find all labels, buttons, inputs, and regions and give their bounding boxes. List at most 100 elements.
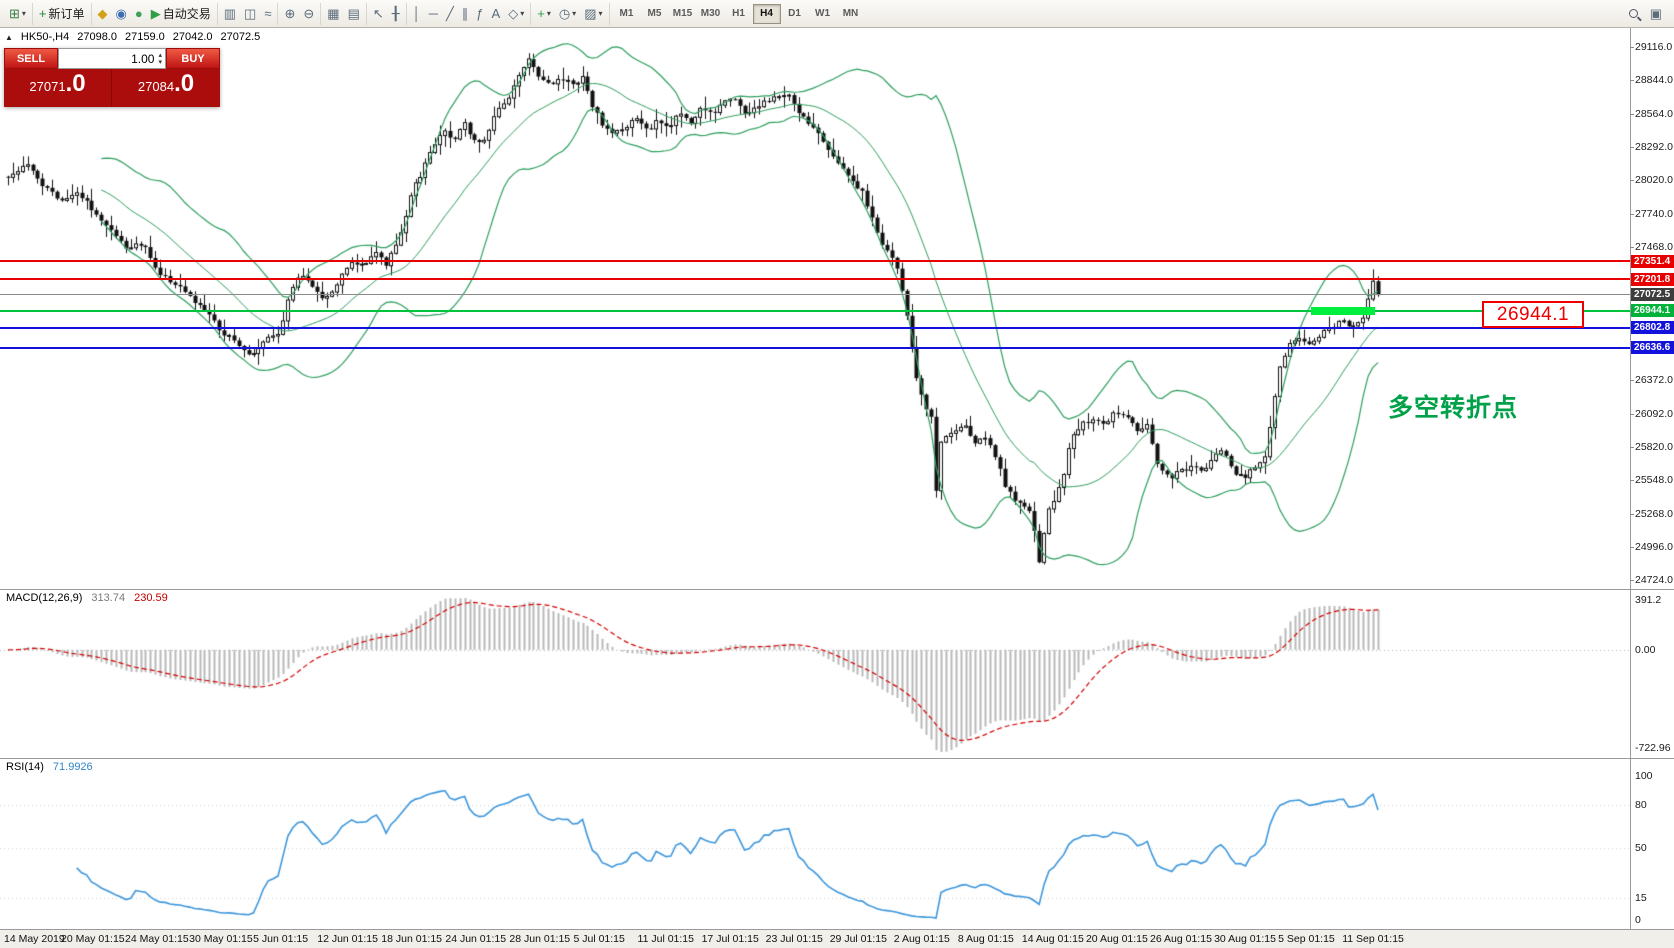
time-label: 12 Jun 01:15: [317, 933, 378, 945]
time-label: 18 Jun 01:15: [381, 933, 443, 945]
sell-price: 27071.0: [4, 69, 112, 107]
rsi-axis-0: 0: [1635, 914, 1641, 926]
profile-button[interactable]: ◉: [112, 3, 131, 25]
sell-button[interactable]: SELL: [4, 48, 58, 69]
new-chart-icon: ⊞: [9, 6, 20, 21]
macd-label: MACD(12,26,9) 313.74 230.59: [6, 592, 168, 604]
chevron-down-icon: ▾: [546, 9, 551, 18]
auto-arrange-button[interactable]: ▤: [344, 3, 364, 25]
one-click-trading-panel: SELL 1.00 ▴ ▾ BUY 27071.0 27084.0: [4, 48, 220, 107]
timeframe-m1-button[interactable]: M1: [613, 4, 641, 24]
line-chart-mode-button[interactable]: ≈: [260, 3, 275, 25]
new-order-icon: +: [38, 6, 47, 21]
trade-panel-toggle-icon[interactable]: ▲: [5, 32, 13, 42]
time-label: 11 Sep 01:15: [1342, 933, 1404, 945]
timeframe-h1-button[interactable]: H1: [725, 4, 753, 24]
fibonacci-tool-icon: ƒ: [476, 6, 484, 21]
time-label: 5 Jul 01:15: [573, 933, 625, 945]
price-axis-tick: 26372.0: [1635, 374, 1673, 386]
macd-pane-separator[interactable]: [0, 589, 1674, 590]
zoom-out-button[interactable]: ⊖: [299, 3, 318, 25]
sell-price-big: .0: [65, 70, 86, 97]
rsi-pane-separator[interactable]: [0, 758, 1674, 759]
autotrading-button[interactable]: ▶ 自动交易: [147, 3, 215, 25]
price-axis-tickmark: [1630, 246, 1634, 248]
trendline-tool-button[interactable]: ╱: [442, 3, 458, 25]
timeframe-mn-button[interactable]: MN: [837, 4, 865, 24]
search-button[interactable]: [1625, 3, 1642, 25]
macd-axis-zero: 0.00: [1635, 643, 1656, 656]
time-axis: 14 May 2019 20 May 01:15 24 May 01:15 30 Ma…: [0, 929, 1674, 948]
candlestick-mode-button[interactable]: ◫: [240, 3, 260, 25]
timeframe-h4-button[interactable]: H4: [752, 3, 781, 24]
price-axis-tick: 28844.0: [1635, 74, 1673, 86]
candlestick-mode-icon: ◫: [244, 6, 257, 21]
volume-spinner-icon[interactable]: ▴ ▾: [158, 51, 162, 66]
price-tag: 26944.1: [1631, 304, 1674, 318]
current-price-line[interactable]: [0, 294, 1630, 296]
cursor-button[interactable]: ↖: [369, 3, 388, 25]
timeframe-w1-button[interactable]: W1: [809, 4, 837, 24]
metaquotes-icon: ◆: [97, 6, 108, 21]
profile-icon: ◉: [115, 6, 127, 21]
templates-button[interactable]: ▨ ▾: [580, 3, 606, 25]
price-tag: 27201.8: [1631, 272, 1674, 286]
metaquotes-button[interactable]: ◆: [94, 3, 112, 25]
indicators-icon: +: [537, 6, 545, 21]
buy-price-big: .0: [174, 70, 195, 97]
price-level-line[interactable]: [0, 278, 1630, 281]
new-chart-button[interactable]: ⊞ ▾: [5, 3, 30, 25]
time-label: 5 Jun 01:15: [253, 933, 309, 945]
ohlc-info-strip: ▲ HK50-,H4 27098.0 27159.0 27042.0 27072…: [5, 31, 260, 43]
vertical-line-tool-button[interactable]: │: [409, 3, 425, 25]
buy-button[interactable]: BUY: [166, 48, 220, 69]
price-tag: 27072.5: [1631, 288, 1674, 302]
zoom-in-button[interactable]: ⊕: [280, 3, 299, 25]
timeframes-menu-button[interactable]: ◷ ▾: [555, 3, 580, 25]
layout-button[interactable]: ▣: [1646, 3, 1666, 25]
price-axis-tickmark: [1630, 546, 1634, 548]
horizontal-line-tool-button[interactable]: ─: [425, 3, 442, 25]
news-button[interactable]: ●: [131, 3, 147, 25]
channel-tool-button[interactable]: ∥: [458, 3, 473, 25]
timeframe-m30-button[interactable]: M30: [697, 4, 725, 24]
price-level-line[interactable]: [0, 326, 1630, 329]
price-level-line[interactable]: [0, 346, 1630, 349]
time-label: 8 Aug 01:15: [957, 933, 1014, 945]
time-label: 17 Jul 01:15: [701, 933, 759, 945]
price-axis-tickmark: [1630, 513, 1634, 515]
crosshair-button[interactable]: ╂: [388, 3, 404, 25]
price-axis-tick: 27468.0: [1635, 240, 1673, 253]
price-level-line[interactable]: [0, 260, 1630, 263]
new-order-button[interactable]: + 新订单: [35, 3, 89, 25]
ohlc-close: 27072.5: [220, 31, 261, 43]
arrow-tool-button[interactable]: ◇ ▾: [504, 3, 528, 25]
indicators-button[interactable]: + ▾: [533, 3, 555, 25]
time-label: 24 Jun 01:15: [445, 933, 507, 945]
fibonacci-tool-button[interactable]: ƒ: [472, 3, 487, 25]
channel-tool-icon: ∥: [461, 6, 469, 21]
text-tool-button[interactable]: A: [488, 3, 505, 25]
rsi-value: 71.9926: [52, 761, 93, 773]
price-callout-box: 26944.1: [1482, 301, 1584, 328]
new-order-label: 新订单: [48, 7, 85, 21]
bar-chart-mode-button[interactable]: ▥: [220, 3, 240, 25]
time-label: 29 Jul 01:15: [829, 933, 887, 945]
price-level-line[interactable]: [0, 309, 1630, 312]
volume-value: 1.00: [131, 51, 155, 66]
turning-point-annotation: 多空转折点: [1388, 394, 1519, 422]
macd-signal-value: 230.59: [134, 592, 168, 604]
buy-price: 27084.0: [112, 69, 220, 107]
chevron-down-icon: ▾: [572, 9, 577, 18]
cursor-icon: ↖: [372, 6, 384, 21]
timeframe-d1-button[interactable]: D1: [781, 4, 809, 24]
volume-input[interactable]: 1.00 ▴ ▾: [58, 48, 166, 69]
timeframe-m15-button[interactable]: M15: [669, 4, 697, 24]
time-label: 20 May 01:15: [61, 933, 125, 945]
timeframe-m5-button[interactable]: M5: [641, 4, 669, 24]
tile-windows-button[interactable]: ▦: [323, 3, 343, 25]
time-label: 23 Jul 01:15: [765, 933, 823, 945]
time-label: 30 Aug 01:15: [1214, 933, 1276, 945]
